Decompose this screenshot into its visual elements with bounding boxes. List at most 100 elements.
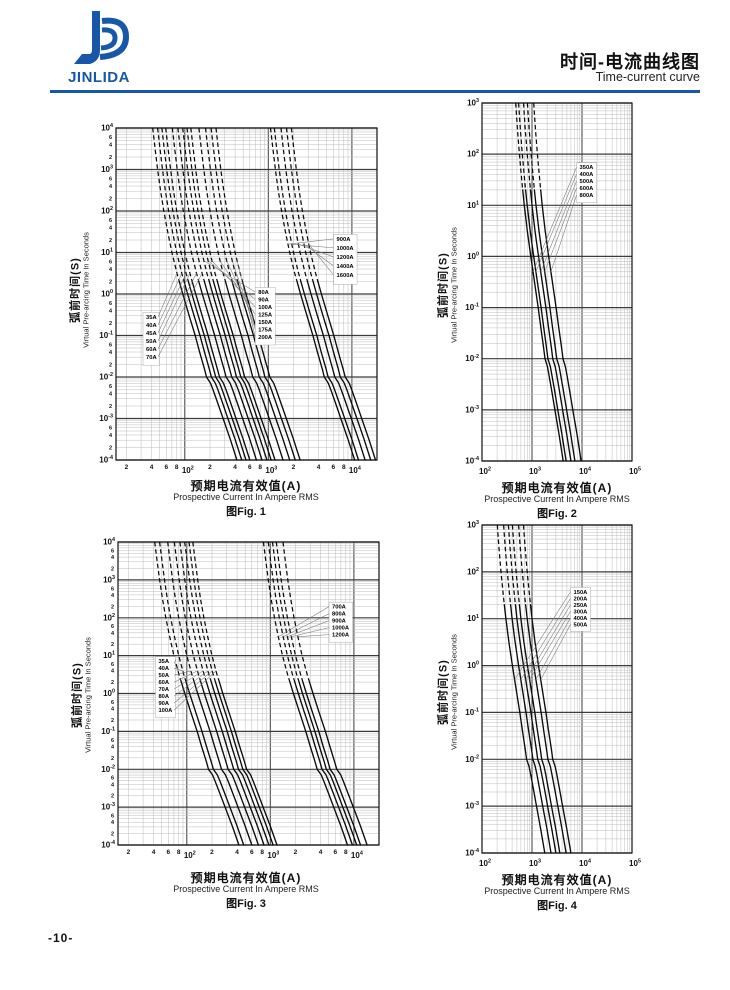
svg-text:10-3: 10-3	[101, 802, 115, 811]
fig1-ylabel-cn: 弧前时间(S)	[69, 257, 82, 323]
svg-text:2: 2	[111, 604, 114, 610]
svg-text:2: 2	[109, 155, 112, 161]
svg-text:100A: 100A	[258, 305, 273, 311]
svg-text:45A: 45A	[146, 331, 157, 337]
svg-text:103: 103	[467, 520, 479, 529]
fig1-caption-cn: 预期电流有效值(A)	[190, 479, 302, 493]
svg-text:2: 2	[111, 832, 114, 838]
fig4-label: 图Fig. 4	[537, 900, 577, 912]
svg-text:1200A: 1200A	[337, 255, 355, 261]
svg-text:300A: 300A	[574, 609, 589, 615]
fig2-plot: 10-4 10-3 10-2 10-1 100 101 102 103 102 103 104 105…	[465, 98, 641, 476]
svg-text:6: 6	[109, 343, 112, 349]
fig2-label: 图Fig. 2	[537, 508, 577, 520]
svg-text:2: 2	[109, 321, 112, 327]
logo-b-outer	[99, 17, 130, 60]
svg-text:2: 2	[111, 794, 114, 800]
svg-text:100: 100	[467, 252, 479, 261]
svg-text:200A: 200A	[574, 596, 589, 602]
svg-text:2: 2	[109, 280, 112, 286]
svg-text:2: 2	[208, 464, 212, 471]
svg-text:102: 102	[467, 149, 479, 158]
svg-text:400A: 400A	[580, 172, 595, 178]
svg-text:4: 4	[319, 849, 323, 856]
svg-text:200A: 200A	[258, 335, 273, 341]
svg-text:4: 4	[109, 392, 113, 398]
svg-text:1000A: 1000A	[332, 626, 350, 632]
svg-text:102: 102	[101, 206, 113, 215]
svg-text:2: 2	[210, 849, 214, 856]
svg-text:10-1: 10-1	[465, 303, 479, 312]
fig3-ylabel-en: Virtual Pre-arcing Time In Seconds	[83, 637, 93, 753]
svg-text:103: 103	[267, 851, 279, 860]
svg-text:4: 4	[111, 744, 115, 750]
svg-text:105: 105	[629, 467, 641, 476]
svg-text:4: 4	[109, 350, 113, 356]
svg-text:6: 6	[111, 776, 114, 782]
svg-text:101: 101	[103, 651, 115, 660]
svg-text:6: 6	[109, 426, 112, 432]
svg-text:4: 4	[111, 631, 115, 637]
svg-text:8: 8	[342, 464, 346, 471]
fig3-ylabel-cn: 弧前时间(S)	[71, 662, 84, 728]
fig4-ylabel-cn: 弧前时间(S)	[437, 659, 450, 725]
fig2-caption-en: Prospective Current In Ampere RMS	[484, 494, 630, 504]
svg-text:6: 6	[332, 464, 336, 471]
svg-text:6: 6	[109, 177, 112, 183]
svg-text:103: 103	[529, 467, 541, 476]
svg-text:2: 2	[294, 849, 298, 856]
svg-text:2: 2	[125, 464, 129, 471]
svg-text:35A: 35A	[158, 659, 169, 665]
svg-text:10-2: 10-2	[465, 754, 479, 763]
svg-text:2: 2	[111, 756, 114, 762]
fig4-ylabel-en: Virtual Pre-arcing Time In Seconds	[449, 634, 459, 750]
page-title-en: Time-current curve	[595, 70, 700, 84]
svg-text:4: 4	[111, 820, 115, 826]
svg-text:10-3: 10-3	[465, 801, 479, 810]
fig1-label: 图Fig. 1	[226, 506, 266, 518]
svg-text:6: 6	[109, 218, 112, 224]
fig1-caption-en: Prospective Current In Ampere RMS	[173, 492, 319, 502]
svg-text:6: 6	[109, 260, 112, 266]
svg-text:4: 4	[111, 669, 115, 675]
fig3-caption-cn: 预期电流有效值(A)	[190, 871, 302, 885]
svg-text:4: 4	[109, 184, 113, 190]
svg-text:10-4: 10-4	[465, 456, 479, 465]
svg-text:80A: 80A	[158, 694, 169, 700]
svg-text:125A: 125A	[258, 313, 273, 319]
fig1-plot: 10-464210-364210-264210-1642100642101642…	[99, 123, 378, 475]
svg-text:6: 6	[111, 548, 114, 554]
svg-text:10-4: 10-4	[99, 455, 113, 464]
svg-text:104: 104	[101, 123, 113, 132]
svg-text:6: 6	[111, 814, 114, 820]
fig4-plot: 10-4 10-3 10-2 10-1 100 101 102 103 102 103 104 105…	[465, 520, 641, 868]
svg-text:102: 102	[103, 613, 115, 622]
svg-text:4: 4	[317, 464, 321, 471]
svg-text:40A: 40A	[158, 666, 169, 672]
svg-text:250A: 250A	[574, 603, 589, 609]
brand-name: JINLIDA	[68, 69, 130, 86]
fig1-ylabel-en: Virtual Pre-arcing Time In Seconds	[81, 232, 91, 348]
page-number: -10-	[48, 931, 74, 945]
svg-text:102: 102	[182, 466, 194, 475]
svg-text:102: 102	[479, 467, 491, 476]
svg-text:101: 101	[101, 248, 113, 257]
svg-text:105: 105	[629, 859, 641, 868]
svg-text:100: 100	[101, 289, 113, 298]
svg-text:102: 102	[479, 859, 491, 868]
svg-text:4: 4	[233, 464, 237, 471]
svg-text:50A: 50A	[158, 673, 169, 679]
svg-text:2: 2	[109, 197, 112, 203]
svg-text:90A: 90A	[158, 701, 169, 707]
svg-text:103: 103	[467, 98, 479, 107]
fig4-y-axis-label: 弧前时间(S) Virtual Pre-arcing Time In Secon…	[437, 634, 458, 750]
fig3-caption-en: Prospective Current In Ampere RMS	[173, 884, 319, 894]
logo-j-stroke	[74, 11, 100, 64]
svg-text:6: 6	[109, 135, 112, 141]
svg-text:6: 6	[109, 301, 112, 307]
svg-text:800A: 800A	[580, 193, 595, 199]
svg-text:2: 2	[111, 642, 114, 648]
fig4-caption-cn: 预期电流有效值(A)	[501, 873, 613, 887]
svg-text:350A: 350A	[580, 165, 595, 171]
